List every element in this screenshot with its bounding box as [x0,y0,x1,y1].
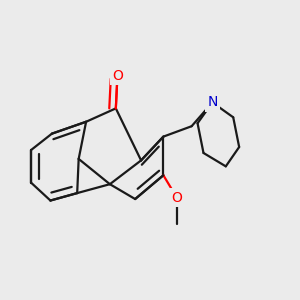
Text: O: O [171,190,182,205]
Text: N: N [207,95,218,110]
Text: O: O [112,69,123,83]
